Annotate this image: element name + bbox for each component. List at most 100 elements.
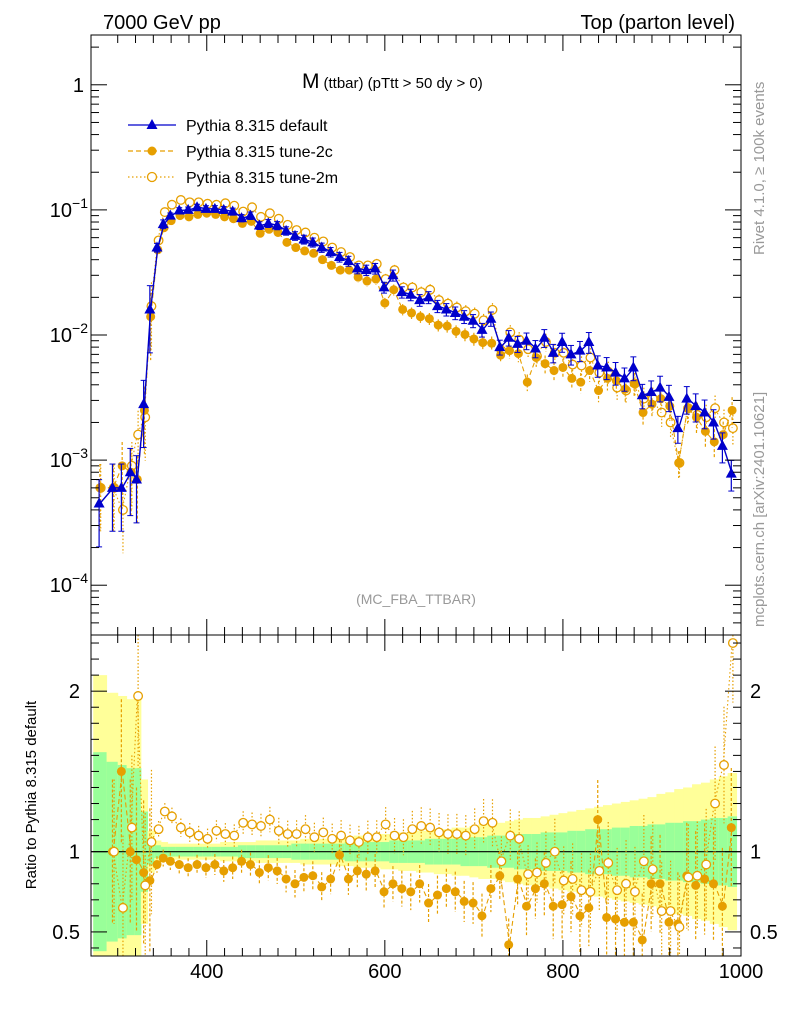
main-ytick-exp: −4 [72, 570, 88, 586]
ratio-point [210, 860, 220, 870]
ratio-point [594, 865, 605, 876]
ratio-point [273, 825, 284, 836]
ratio-point [133, 691, 144, 701]
data-point [718, 430, 728, 440]
ratio-point [361, 869, 371, 879]
main-ytick-exp: −1 [72, 195, 88, 211]
ratio-point [219, 866, 229, 876]
ratio-point [146, 837, 157, 847]
ratio-point [326, 874, 336, 884]
data-point [611, 376, 621, 386]
ratio-point [272, 866, 282, 876]
ratio-point [245, 860, 255, 870]
ratio-point [158, 853, 168, 863]
legend: Pythia 8.315 default Pythia 8.315 tune-2… [128, 118, 338, 187]
data-point [200, 202, 212, 213]
data-point [547, 346, 559, 357]
ratio-point [567, 874, 578, 884]
ratio-point [460, 830, 471, 841]
ratio-point [228, 863, 238, 873]
data-point [583, 335, 595, 346]
ratio-point [539, 879, 549, 889]
legend-marker-default [146, 119, 158, 129]
ratio-point [557, 900, 567, 910]
ratio-point [415, 879, 425, 889]
data-point [151, 241, 163, 252]
data-point [228, 214, 238, 224]
data-point [620, 384, 630, 394]
ratio-point [664, 917, 674, 927]
ratio-point [514, 833, 525, 844]
data-point [209, 202, 221, 213]
ratio-point [238, 817, 249, 828]
ratio-point [139, 868, 149, 878]
data-point [716, 439, 728, 450]
ratio-point [247, 819, 258, 830]
ratio-point [152, 860, 162, 870]
data-point [699, 406, 711, 417]
ratio-point [638, 856, 649, 867]
ratio-point [717, 901, 727, 911]
header-right: Top (parton level) [580, 12, 735, 34]
ratio-point [710, 798, 721, 809]
legend-marker-tune2c [147, 146, 157, 156]
ratio-point [674, 922, 685, 933]
data-point [467, 314, 479, 325]
header-left: 7000 GeV pp [103, 12, 221, 34]
data-point [558, 362, 568, 372]
ratio-point [353, 837, 364, 847]
data-point [191, 201, 203, 212]
data-point [522, 377, 532, 387]
data-point [654, 381, 666, 392]
ratio-point [576, 885, 587, 896]
ratio-point [513, 874, 523, 884]
main-ytick-base: 10 [50, 450, 72, 472]
data-point [118, 504, 128, 515]
ratio-point [432, 890, 442, 900]
ratio-point [335, 850, 345, 860]
data-point [378, 281, 390, 292]
ratio-point [434, 827, 445, 838]
main-ytick-base: 10 [50, 575, 72, 597]
ratio-point [317, 882, 327, 892]
ratio-point [504, 940, 514, 950]
ratio-point [487, 817, 498, 828]
ratio-point [611, 914, 621, 924]
ratio-point [398, 832, 409, 843]
data-point [576, 377, 586, 387]
data-point [326, 260, 336, 270]
series-0 [93, 201, 737, 548]
ratio-point [416, 821, 427, 831]
main-ytick-base: 10 [50, 325, 72, 347]
data-point [558, 347, 569, 358]
ratio-point [116, 766, 126, 776]
main-ytick-exp: −2 [72, 320, 88, 336]
data-point [184, 197, 195, 208]
plot-title-main: M [302, 70, 320, 93]
ratio-point [380, 819, 391, 830]
series-1 [95, 208, 737, 532]
mcplots-label: mcplots.cern.ch [arXiv:2401.10621] [751, 392, 768, 627]
ratio-ytick-label: 2 [69, 681, 80, 703]
main-plot-data [93, 195, 738, 554]
data-point [478, 338, 488, 348]
data-point [601, 361, 613, 372]
ratio-point [532, 867, 542, 878]
data-point [512, 337, 524, 348]
ratio-point [691, 880, 701, 890]
main-ytick-base: 1 [73, 75, 84, 97]
legend-label-tune2c: Pythia 8.315 tune-2c [186, 144, 333, 161]
data-point [645, 386, 657, 397]
data-point [255, 228, 265, 238]
ratio-point [406, 887, 416, 897]
ratio-point [459, 896, 469, 906]
ratio-point [708, 879, 718, 889]
ratio-point [646, 879, 656, 889]
data-point [647, 399, 657, 409]
data-point [460, 329, 470, 339]
ratio-point [549, 846, 560, 857]
ratio-point [282, 829, 293, 839]
data-point [487, 338, 497, 348]
ratio-point [407, 824, 418, 835]
data-point [414, 294, 426, 305]
